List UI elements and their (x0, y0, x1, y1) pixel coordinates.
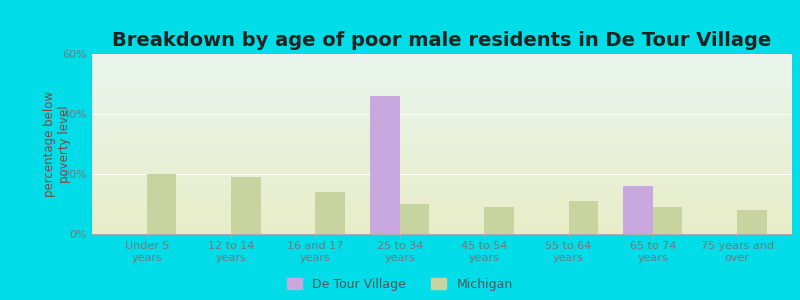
Title: Breakdown by age of poor male residents in De Tour Village: Breakdown by age of poor male residents … (112, 31, 772, 50)
Bar (315, 192, 345, 234)
Bar (231, 177, 261, 234)
Bar (569, 201, 598, 234)
Bar (400, 204, 430, 234)
Bar (484, 207, 514, 234)
Bar (623, 186, 653, 234)
Bar (147, 174, 176, 234)
Y-axis label: percentage below
poverty level: percentage below poverty level (43, 91, 71, 197)
Bar (653, 207, 682, 234)
Legend: De Tour Village, Michigan: De Tour Village, Michigan (287, 278, 513, 291)
Bar (370, 96, 400, 234)
Bar (737, 210, 766, 234)
